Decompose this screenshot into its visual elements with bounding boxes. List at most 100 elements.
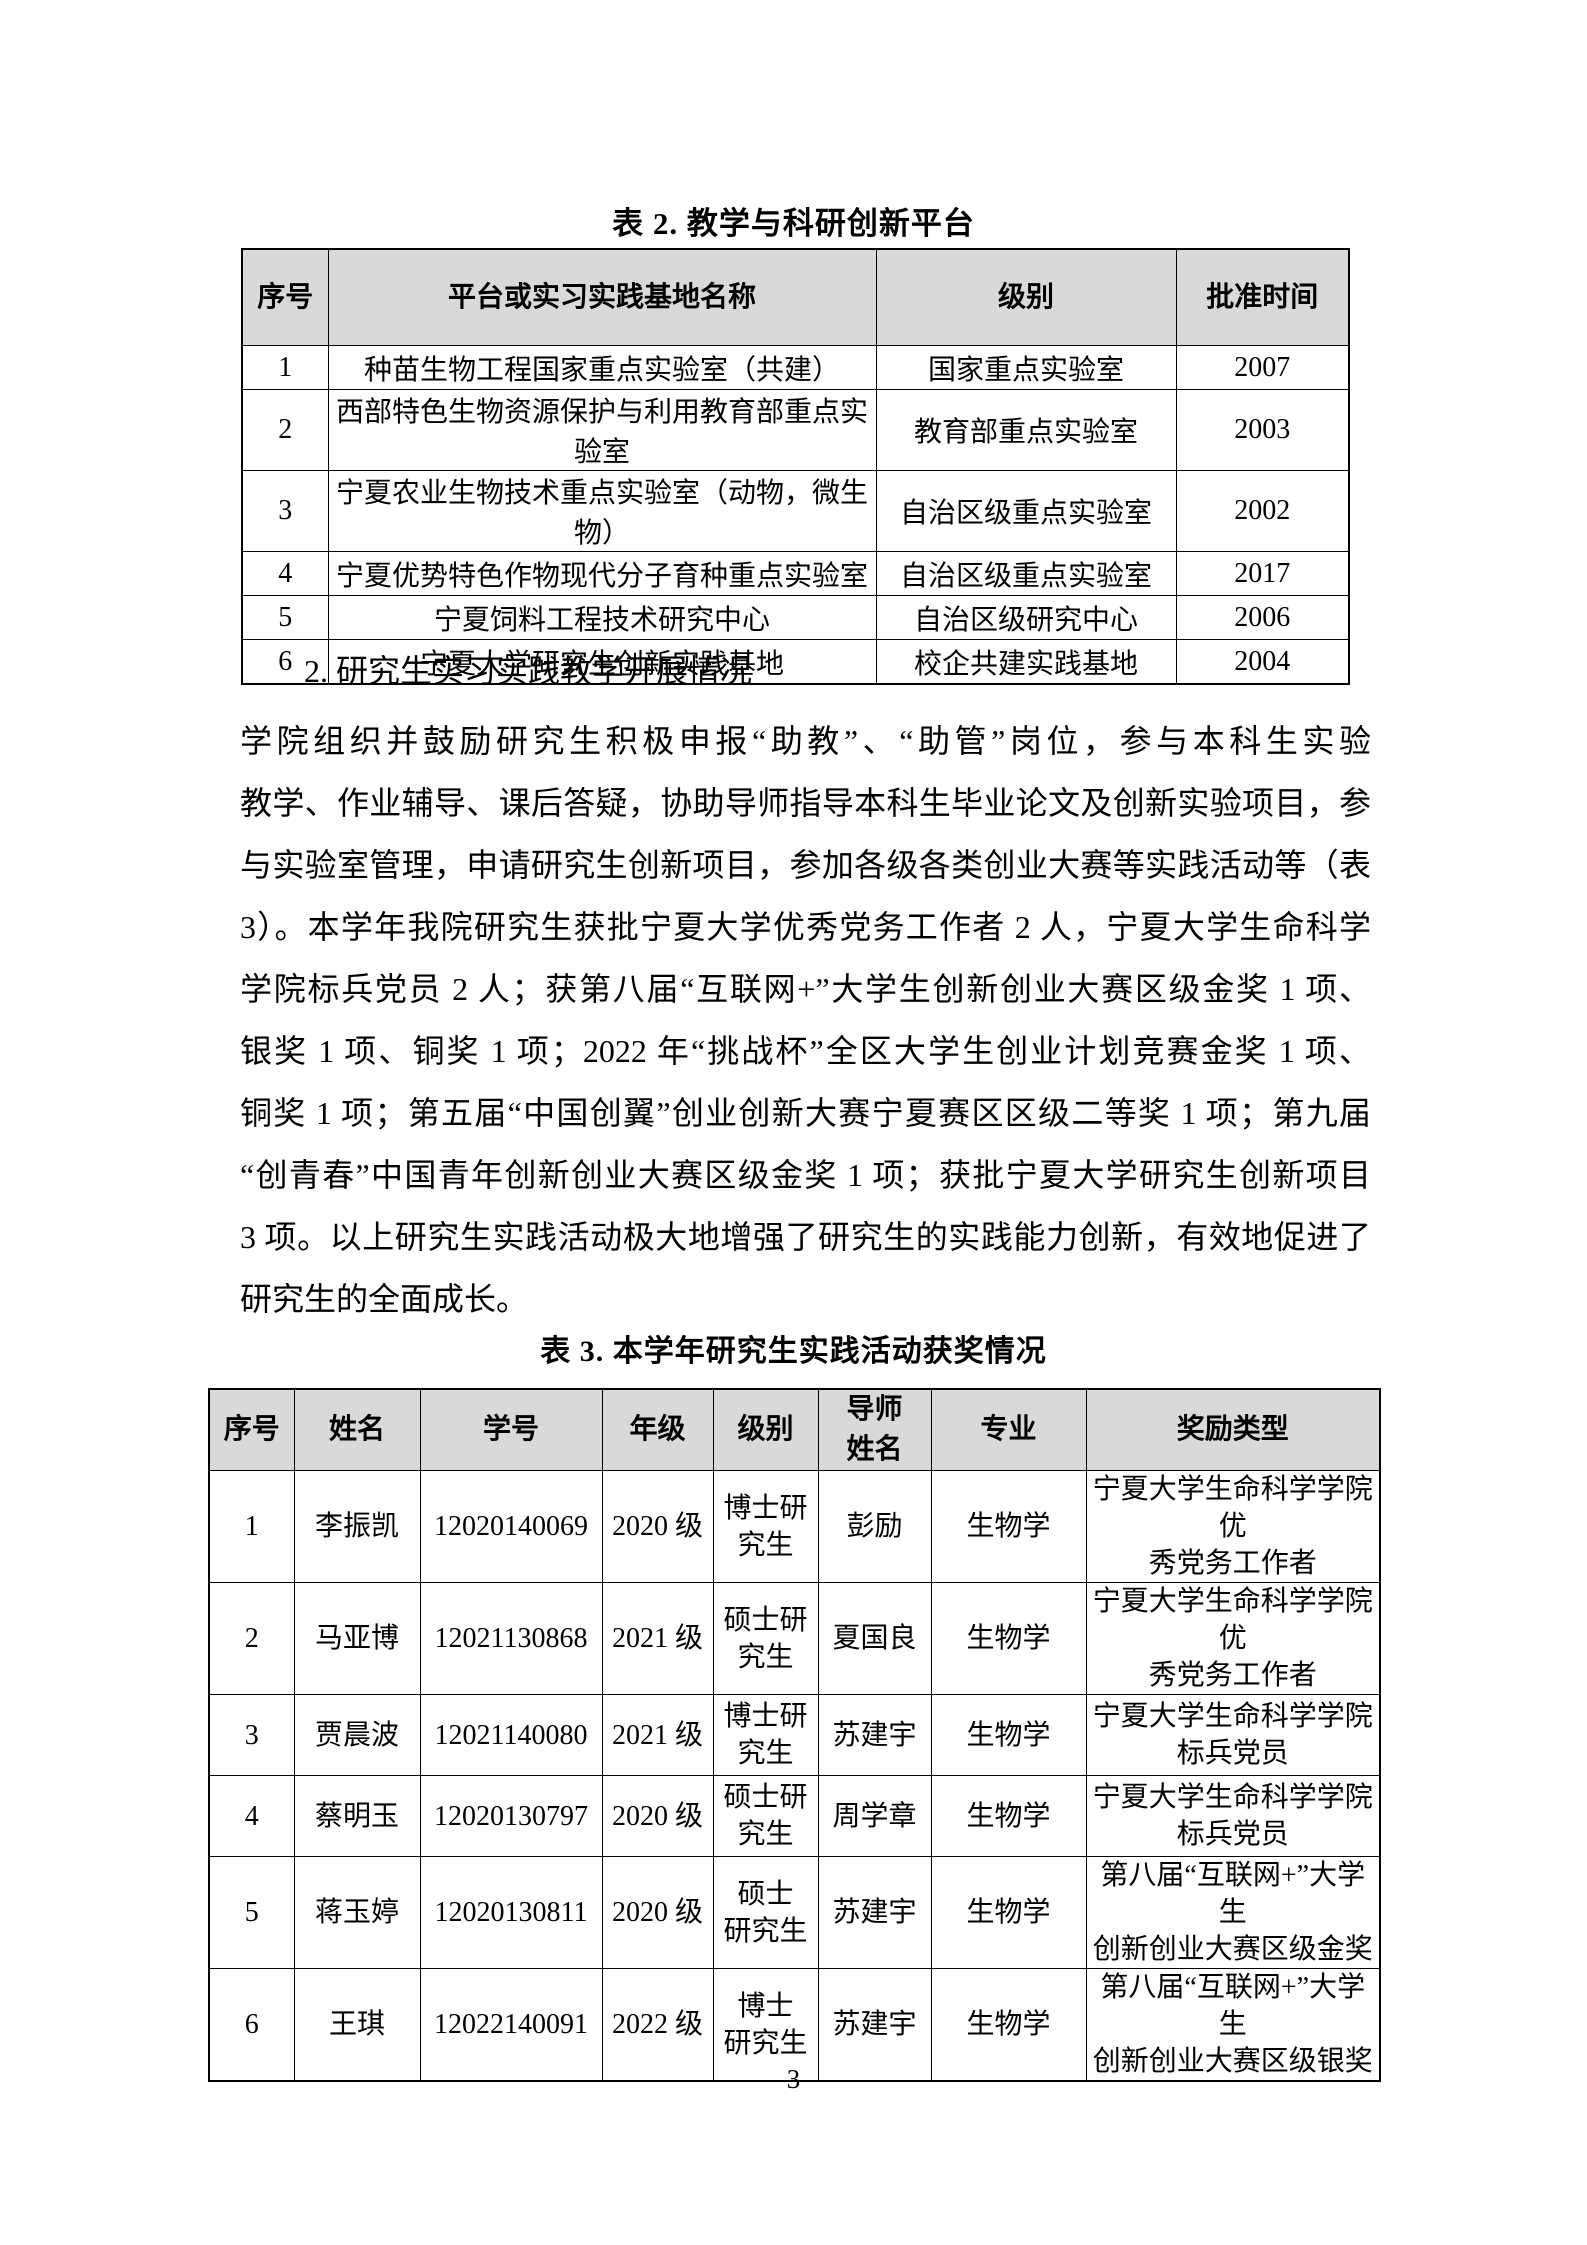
table3-cell-supervisor: 苏建宇 — [817, 1694, 932, 1776]
table3-cell-grade: 2020 级 — [601, 1775, 714, 1857]
table2-column-header: 批准时间 — [1175, 248, 1350, 346]
table3-cell-degree: 硕士研 究生 — [712, 1775, 819, 1857]
table2-header-row: 序号 平台或实习实践基地名称 级别 批准时间 — [241, 248, 1350, 346]
table2-cell-name: 宁夏饲料工程技术研究中心 — [327, 595, 877, 640]
paragraph-line: “创青春”中国青年创新创业大赛区级金奖 1 项；获批宁夏大学研究生创新项目 — [240, 1157, 1371, 1193]
paragraph-line: 学院组织并鼓励研究生积极申报“助教”、“助管”岗位，参与本科生实验 — [240, 723, 1371, 759]
table3-cell-index: 3 — [208, 1694, 295, 1776]
table3-cell-studentid: 12020130797 — [419, 1775, 603, 1857]
table3-cell-supervisor: 彭励 — [817, 1470, 932, 1583]
table3-row: 3 贾晨波 12021140080 2021 级 博士研 究生 苏建宇 生物学 … — [208, 1694, 1381, 1776]
table3-cell-name: 马亚博 — [293, 1582, 421, 1695]
table2-platforms: 序号 平台或实习实践基地名称 级别 批准时间 1 种苗生物工程国家重点实验室（共… — [241, 248, 1350, 685]
table3-header-row: 序号 姓名 学号 年级 级别 导师 姓名 专业 奖励类型 — [208, 1388, 1381, 1471]
table3-cell-studentid: 12022140091 — [419, 1968, 603, 2082]
table2-cell-level: 教育部重点实验室 — [875, 389, 1177, 471]
table3-cell-studentid: 12020130811 — [419, 1856, 603, 1969]
table2-cell-year: 2003 — [1175, 389, 1350, 471]
table3-awards: 序号 姓名 学号 年级 级别 导师 姓名 专业 奖励类型 — [208, 1388, 1381, 2082]
table3-cell-grade: 2021 级 — [601, 1582, 714, 1695]
table3-title: 表 3. 本学年研究生实践活动获奖情况 — [540, 1335, 1047, 1368]
table2-column-header: 序号 — [241, 248, 329, 346]
table2-cell-level: 国家重点实验室 — [875, 345, 1177, 390]
table3-cell-grade: 2021 级 — [601, 1694, 714, 1776]
table3-column-header: 姓名 — [293, 1388, 421, 1471]
table3-cell-award: 第八届“互联网+”大学生 创新创业大赛区级银奖 — [1085, 1968, 1381, 2082]
paragraph-line: 研究生的全面成长。 — [240, 1281, 529, 1317]
table3-cell-major: 生物学 — [930, 1470, 1087, 1583]
table2-cell-level: 自治区级重点实验室 — [875, 470, 1177, 552]
table3-cell-degree: 博士研 究生 — [712, 1694, 819, 1776]
table3-cell-index: 2 — [208, 1582, 295, 1695]
table3-cell-supervisor: 苏建宇 — [817, 1968, 932, 2082]
table3-cell-major: 生物学 — [930, 1775, 1087, 1857]
table2-column-header: 平台或实习实践基地名称 — [327, 248, 877, 346]
table3-cell-name: 蔡明玉 — [293, 1775, 421, 1857]
paragraph-line: 3 项。以上研究生实践活动极大地增强了研究生的实践能力创新，有效地促进了 — [240, 1219, 1371, 1255]
table3-cell-degree: 博士研 究生 — [712, 1470, 819, 1583]
table3-column-header: 级别 — [712, 1388, 819, 1471]
table3-column-header: 学号 — [419, 1388, 603, 1471]
paragraph-line: 3）。本学年我院研究生获批宁夏大学优秀党务工作者 2 人，宁夏大学生命科学 — [240, 909, 1371, 945]
table2-cell-year: 2002 — [1175, 470, 1350, 552]
table3-cell-index: 1 — [208, 1470, 295, 1583]
table2-cell-name: 西部特色生物资源保护与利用教育部重点实验室 — [327, 389, 877, 471]
section-heading: 2. 研究生实习实践教学开展情况 — [304, 653, 753, 689]
table3-row: 5 蒋玉婷 12020130811 2020 级 硕士 研究生 苏建宇 生物学 … — [208, 1856, 1381, 1969]
table3-column-header: 序号 — [208, 1388, 295, 1471]
table3-cell-index: 4 — [208, 1775, 295, 1857]
paragraph-line: 银奖 1 项、铜奖 1 项；2022 年“挑战杯”全区大学生创业计划竞赛金奖 1… — [240, 1033, 1371, 1069]
table2-row: 4 宁夏优势特色作物现代分子育种重点实验室 自治区级重点实验室 2017 — [241, 551, 1350, 596]
table3-cell-degree: 硕士研 究生 — [712, 1582, 819, 1695]
table3-row: 2 马亚博 12021130868 2021 级 硕士研 究生 夏国良 生物学 … — [208, 1582, 1381, 1695]
page-number: 3 — [786, 2064, 801, 2094]
table3-cell-degree: 硕士 研究生 — [712, 1856, 819, 1969]
table2-row: 3 宁夏农业生物技术重点实验室（动物，微生物） 自治区级重点实验室 2002 — [241, 470, 1350, 552]
table3-cell-major: 生物学 — [930, 1968, 1087, 2082]
table3-cell-name: 李振凯 — [293, 1470, 421, 1583]
table3-row: 1 李振凯 12020140069 2020 级 博士研 究生 彭励 生物学 宁… — [208, 1470, 1381, 1583]
table2-cell-index: 2 — [241, 389, 329, 471]
table3-cell-major: 生物学 — [930, 1582, 1087, 1695]
table2-cell-level: 校企共建实践基地 — [875, 639, 1177, 685]
paragraph-line: 教学、作业辅导、课后答疑，协助导师指导本科生毕业论文及创新实验项目，参 — [240, 785, 1371, 821]
table3-row: 4 蔡明玉 12020130797 2020 级 硕士研 究生 周学章 生物学 … — [208, 1775, 1381, 1857]
table3-cell-supervisor: 周学章 — [817, 1775, 932, 1857]
table2-cell-name: 宁夏农业生物技术重点实验室（动物，微生物） — [327, 470, 877, 552]
table3-cell-name: 贾晨波 — [293, 1694, 421, 1776]
table3-cell-name: 蒋玉婷 — [293, 1856, 421, 1969]
table2-cell-index: 1 — [241, 345, 329, 390]
table3-cell-award: 宁夏大学生命科学学院 标兵党员 — [1085, 1694, 1381, 1776]
paragraph-line: 铜奖 1 项；第五届“中国创翼”创业创新大赛宁夏赛区区级二等奖 1 项；第九届 — [240, 1095, 1371, 1131]
table2-cell-name: 种苗生物工程国家重点实验室（共建） — [327, 345, 877, 390]
body-paragraph: 学院组织并鼓励研究生积极申报“助教”、“助管”岗位，参与本科生实验 教学、作业辅… — [240, 710, 1371, 1330]
table2-cell-year: 2007 — [1175, 345, 1350, 390]
table2-cell-level: 自治区级重点实验室 — [875, 551, 1177, 596]
table2-cell-index: 3 — [241, 470, 329, 552]
table3-column-header: 奖励类型 — [1085, 1388, 1381, 1471]
table3-cell-grade: 2020 级 — [601, 1856, 714, 1969]
table3-cell-award: 宁夏大学生命科学学院优 秀党务工作者 — [1085, 1470, 1381, 1583]
table2-title: 表 2. 教学与科研创新平台 — [612, 206, 975, 241]
table2-row: 1 种苗生物工程国家重点实验室（共建） 国家重点实验室 2007 — [241, 345, 1350, 390]
table2-cell-name: 宁夏优势特色作物现代分子育种重点实验室 — [327, 551, 877, 596]
table3-cell-degree: 博士 研究生 — [712, 1968, 819, 2082]
table3-cell-award: 第八届“互联网+”大学生 创新创业大赛区级金奖 — [1085, 1856, 1381, 1969]
table2-cell-index: 5 — [241, 595, 329, 640]
table3-cell-supervisor: 夏国良 — [817, 1582, 932, 1695]
table3-cell-grade: 2020 级 — [601, 1470, 714, 1583]
table3-cell-studentid: 12021130868 — [419, 1582, 603, 1695]
table3-cell-major: 生物学 — [930, 1694, 1087, 1776]
table2-cell-level: 自治区级研究中心 — [875, 595, 1177, 640]
table2-cell-year: 2004 — [1175, 639, 1350, 685]
table2-cell-index: 6 — [241, 639, 329, 685]
paragraph-line: 与实验室管理，申请研究生创新项目，参加各级各类创业大赛等实践活动等（表 — [240, 847, 1371, 883]
table3-cell-award: 宁夏大学生命科学学院优 秀党务工作者 — [1085, 1582, 1381, 1695]
table3-cell-award: 宁夏大学生命科学学院 标兵党员 — [1085, 1775, 1381, 1857]
table3-cell-studentid: 12020140069 — [419, 1470, 603, 1583]
table2-cell-index: 4 — [241, 551, 329, 596]
table3-cell-index: 5 — [208, 1856, 295, 1969]
table3-cell-grade: 2022 级 — [601, 1968, 714, 2082]
table3-cell-index: 6 — [208, 1968, 295, 2082]
